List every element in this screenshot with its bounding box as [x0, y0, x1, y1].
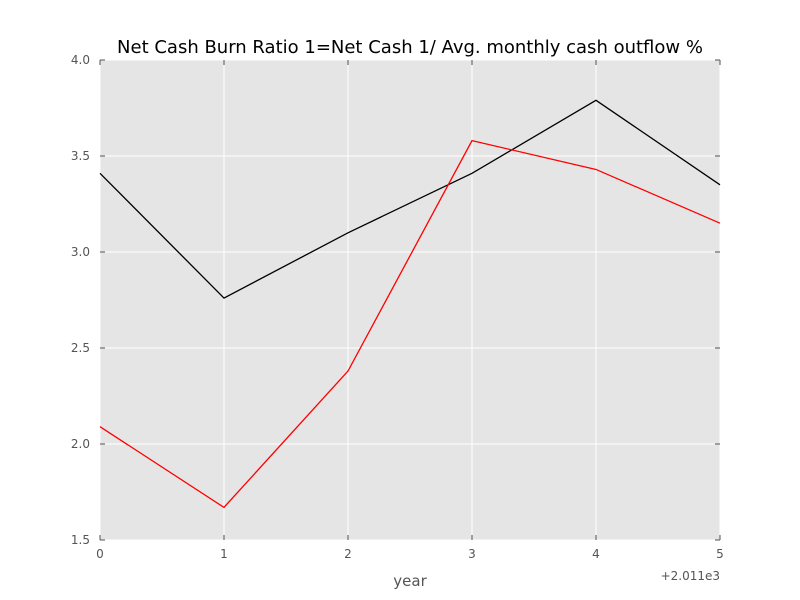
- y-tick-label: 2.5: [71, 341, 90, 355]
- x-tick-label: 2: [344, 547, 352, 561]
- y-tick-label: 3.0: [71, 245, 90, 259]
- x-tick-label: 0: [96, 547, 104, 561]
- x-tick-label: 1: [220, 547, 228, 561]
- plot-background: [100, 60, 720, 540]
- x-tick-label: 4: [592, 547, 600, 561]
- x-tick-label: 3: [468, 547, 476, 561]
- y-tick-label: 4.0: [71, 53, 90, 67]
- series-line-0: [99, 99, 721, 299]
- grid: [99, 59, 721, 541]
- series-line-1: [99, 139, 721, 509]
- chart-title: Net Cash Burn Ratio 1=Net Cash 1/ Avg. m…: [117, 37, 703, 58]
- y-tick-label: 3.5: [71, 149, 90, 163]
- series-lines: [99, 99, 721, 509]
- x-tick-label: 5: [716, 547, 724, 561]
- ticks: 0 1 2 3 4 5 1.5 2.0 2.5 3.0 3.5 4.0: [71, 53, 724, 561]
- x-axis-offset-label: +2.011e3: [661, 569, 720, 583]
- x-axis-label: year: [393, 572, 427, 590]
- y-tick-label: 1.5: [71, 533, 90, 547]
- y-tick-label: 2.0: [71, 437, 90, 451]
